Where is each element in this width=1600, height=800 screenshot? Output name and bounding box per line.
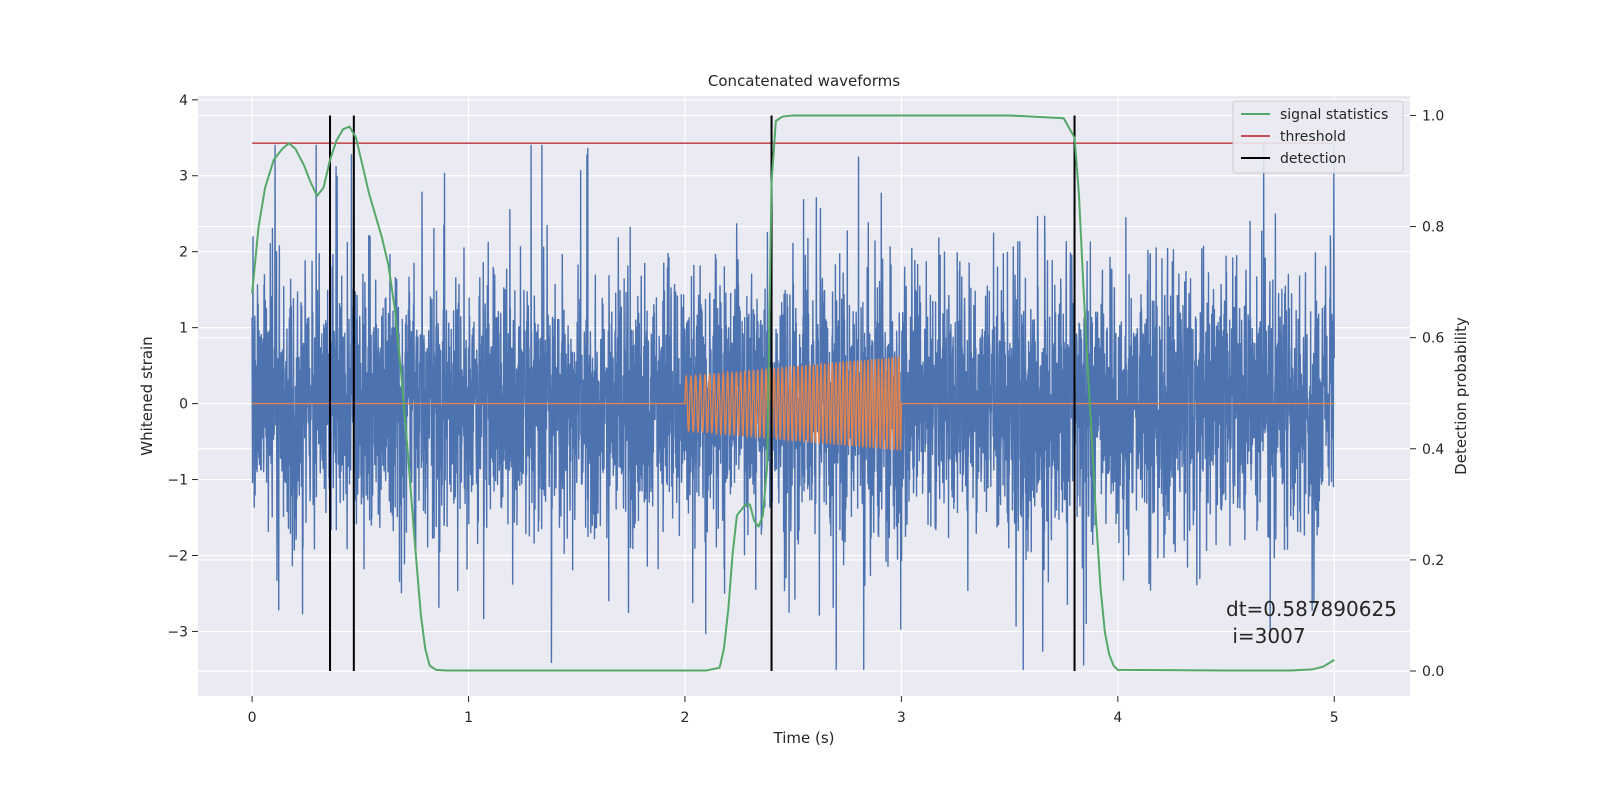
y-tick-label: −3 (167, 624, 188, 640)
y-tick-label: 0 (179, 397, 188, 413)
y-tick-label: −1 (167, 473, 188, 489)
x-tick-label: 0 (248, 710, 257, 726)
chart-title: Concatenated waveforms (708, 72, 900, 90)
right-y-tick-label: 0.4 (1422, 442, 1444, 458)
annotation-dt: dt=0.587890625 (1226, 597, 1397, 621)
signal-statistics-line (251, 114, 1335, 672)
x-tick-label: 5 (1330, 710, 1339, 726)
y-tick-label: 4 (179, 93, 188, 109)
y-tick-label: 3 (179, 169, 188, 185)
injected-chirp-series (252, 355, 1335, 451)
x-tick-label: 4 (1113, 710, 1122, 726)
whitened-strain-series (251, 144, 1335, 671)
y-tick-labels: −3 −2 −1 0 1 2 3 4 (167, 93, 198, 640)
y-tick-label: 1 (179, 321, 188, 337)
whitened-strain-line (251, 144, 1335, 671)
right-y-tick-label: 0.8 (1422, 220, 1444, 236)
y-tick-label: 2 (179, 245, 188, 261)
annotation-index: i=3007 (1226, 624, 1306, 648)
x-tick-label: 3 (897, 710, 906, 726)
x-tick-labels: 0 1 2 3 4 5 (248, 696, 1339, 726)
right-axis-overlay (251, 114, 1335, 672)
x-axis-label: Time (s) (773, 729, 835, 747)
right-y-tick-labels: 0.0 0.2 0.4 0.6 0.8 1.0 (1410, 108, 1444, 680)
x-tick-label: 2 (681, 710, 690, 726)
injected-chirp-line (252, 355, 1335, 451)
right-y-tick-label: 0.0 (1422, 664, 1444, 680)
right-y-tick-label: 1.0 (1422, 108, 1444, 124)
right-y-tick-label: 0.6 (1422, 331, 1444, 347)
legend-label-detection: detection (1280, 151, 1346, 167)
right-y-axis-label: Detection probability (1452, 317, 1470, 475)
legend-label-signal-statistics: signal statistics (1280, 107, 1388, 123)
y-axis-label: Whitened strain (138, 336, 156, 455)
x-tick-label: 1 (464, 710, 473, 726)
legend: signal statistics threshold detection (1232, 100, 1404, 174)
y-tick-label: −2 (167, 548, 188, 564)
right-y-tick-label: 0.2 (1422, 553, 1444, 569)
legend-box (1232, 100, 1404, 174)
legend-label-threshold: threshold (1280, 129, 1346, 145)
